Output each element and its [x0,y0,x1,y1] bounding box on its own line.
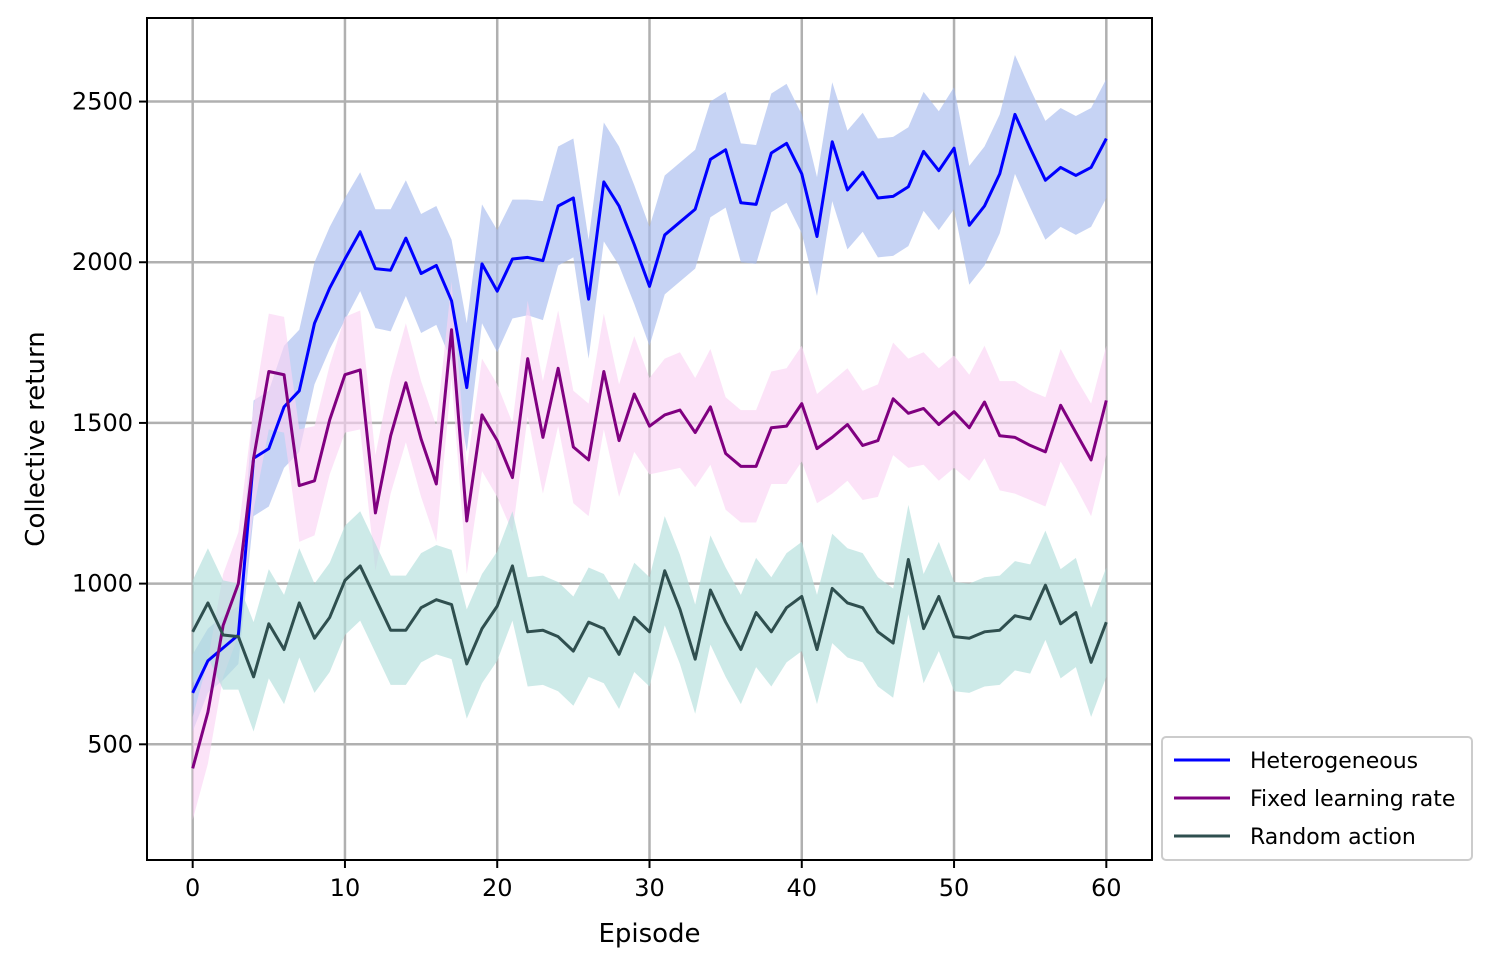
band-fixed-learning-rate [192,281,1107,820]
line-random-action [191,558,1108,679]
axis-ticks: 0 10 20 30 40 50 60 500 1000 1500 2000 2500 [72,88,1122,902]
y-tick-label-1000: 1000 [72,570,133,598]
x-tick-label-30: 30 [634,874,665,902]
legend-items: Heterogeneous Fixed learning rate Random a… [1174,749,1455,850]
x-tick-label-10: 10 [330,874,361,902]
legend-label-fixed-learning-rate: Fixed learning rate [1250,787,1455,812]
legend-label-random-action: Random action [1250,825,1416,850]
x-tick-label-20: 20 [482,874,513,902]
band-random-action [192,504,1107,732]
x-axis-label: Episode [598,919,700,949]
line-fixed-learning-rate [191,328,1108,769]
x-tick-label-40: 40 [786,874,817,902]
confidence-bands [192,54,1107,820]
legend-box [1161,736,1473,861]
y-axis-label: Collective return [21,331,51,546]
x-tick-label-60: 60 [1091,874,1122,902]
series-lines [191,112,1108,769]
legend-label-heterogeneous: Heterogeneous [1250,749,1418,774]
line-heterogeneous [191,112,1108,694]
y-tick-label-2500: 2500 [72,88,133,116]
x-tick-label-50: 50 [939,874,970,902]
y-tick-label-1500: 1500 [72,409,133,437]
y-tick-label-500: 500 [87,730,133,758]
band-heterogeneous [192,54,1107,732]
y-tick-label-2000: 2000 [72,248,133,276]
legend: Heterogeneous Fixed learning rate Random a… [1161,736,1473,861]
x-tick-label-0: 0 [185,874,200,902]
